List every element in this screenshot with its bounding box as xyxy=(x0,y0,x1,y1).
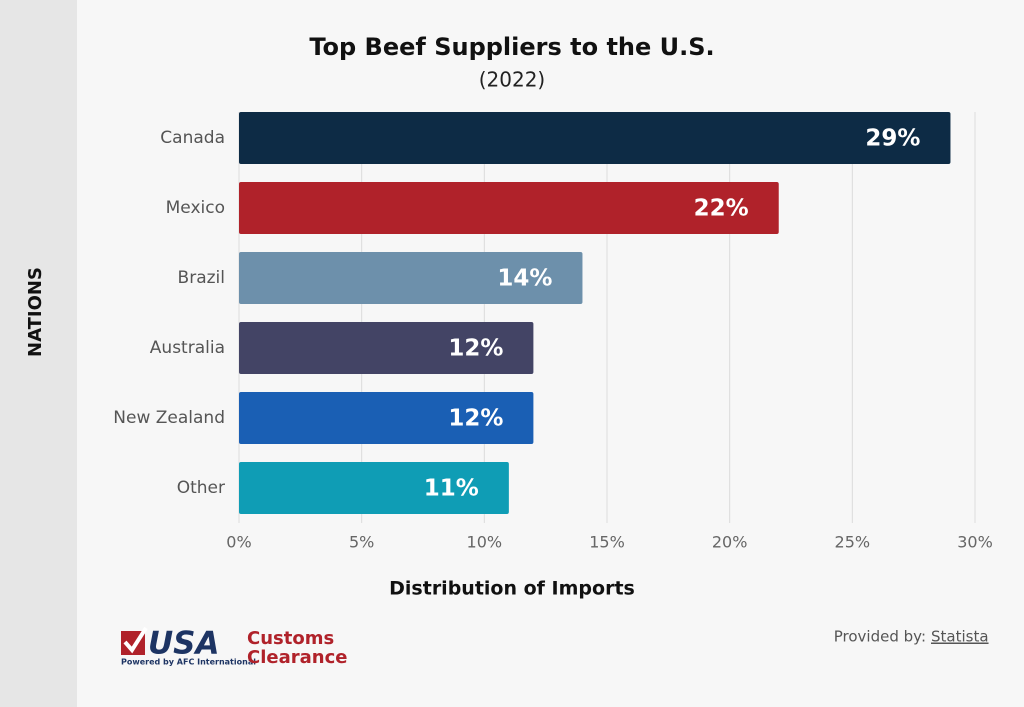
logo-main: USA xyxy=(148,626,220,662)
logo-line1: Customs xyxy=(247,628,334,649)
value-label: 11% xyxy=(424,476,479,502)
y-tick-label: Australia xyxy=(150,338,225,358)
x-tick-label: 20% xyxy=(712,533,748,552)
x-tick-label: 15% xyxy=(589,533,625,552)
logo-line2: Clearance xyxy=(247,647,347,668)
bar xyxy=(239,392,534,444)
logo-tagline: Powered by AFC International xyxy=(121,658,256,667)
x-tick-label: 25% xyxy=(835,533,871,552)
value-label: 22% xyxy=(694,196,749,222)
y-tick-label: New Zealand xyxy=(113,408,225,428)
logo-check xyxy=(123,626,148,654)
logo: USA Powered by AFC International Customs… xyxy=(121,626,347,668)
bar xyxy=(239,252,583,304)
x-tick-label: 5% xyxy=(349,533,374,552)
side-strip xyxy=(0,0,77,707)
chart-title: Top Beef Suppliers to the U.S. xyxy=(309,33,714,61)
bar xyxy=(239,182,779,234)
x-tick-label: 0% xyxy=(226,533,251,552)
value-label: 29% xyxy=(865,126,920,152)
x-axis-label: Distribution of Imports xyxy=(389,578,635,600)
x-tick-label: 10% xyxy=(467,533,503,552)
bar xyxy=(239,462,509,514)
y-tick-label: Mexico xyxy=(166,198,225,218)
value-label: 14% xyxy=(497,266,552,292)
bar xyxy=(239,112,951,164)
y-tick-label: Other xyxy=(177,478,225,498)
x-tick-label: 30% xyxy=(957,533,993,552)
y-axis-label: NATIONS xyxy=(25,267,46,357)
source-link[interactable]: Statista xyxy=(931,628,989,646)
chart-subtitle: (2022) xyxy=(479,68,546,92)
value-label: 12% xyxy=(448,406,503,432)
y-tick-label: Canada xyxy=(160,128,225,148)
y-tick-label: Brazil xyxy=(178,268,225,288)
provided-by: Provided by: xyxy=(834,628,926,646)
value-label: 12% xyxy=(448,336,503,362)
bar xyxy=(239,322,534,374)
